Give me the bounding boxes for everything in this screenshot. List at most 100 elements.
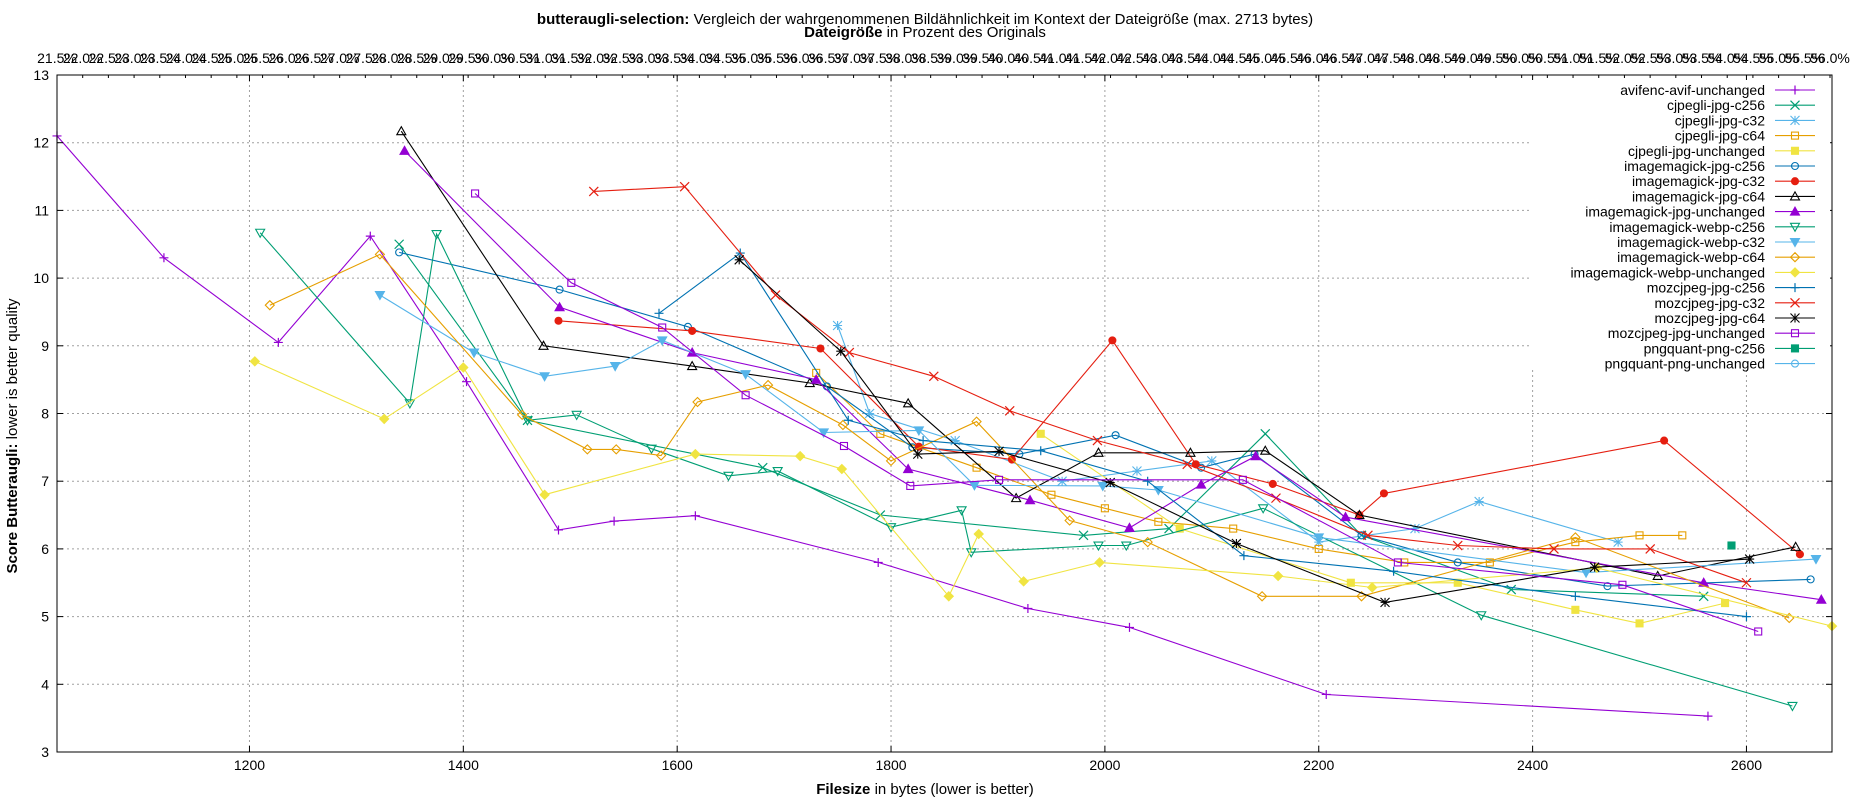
y-tick-label: 5 (41, 609, 49, 625)
legend-item: cjpegli-jpg-c64 (1675, 128, 1815, 144)
data-point (1097, 481, 1109, 492)
series-imagemagick-jpg-c256 (395, 248, 1815, 591)
data-point (462, 377, 472, 387)
data-point (1363, 530, 1373, 541)
data-point (1570, 532, 1581, 543)
series-line (558, 320, 1801, 555)
data-point (1815, 594, 1827, 604)
data-point (395, 125, 407, 136)
data-point (1795, 550, 1804, 559)
data-point (539, 372, 551, 382)
data-point (264, 299, 276, 311)
x2-tick-label: 49.5% (1476, 50, 1516, 66)
series-cjpegli-jpg-unchanged (1036, 429, 1730, 628)
x-axis-title: Filesize in bytes (lower is better) (0, 781, 1850, 798)
series-line (593, 186, 1747, 584)
legend-marker (1790, 161, 1800, 171)
x-tick-label: 2200 (1303, 757, 1334, 773)
data-point (1321, 689, 1331, 699)
data-point (913, 426, 925, 437)
x2-tick-label: 50.0% (1502, 50, 1542, 66)
data-point (538, 340, 549, 350)
data-point (972, 463, 981, 472)
data-point (943, 591, 955, 602)
x2-axis-title-rest: in Prozent des Originals (882, 24, 1046, 41)
x2-tick-label: 46.0% (1296, 50, 1336, 66)
data-point (399, 145, 410, 155)
data-point (1143, 476, 1153, 486)
data-point (918, 436, 928, 446)
data-point (567, 278, 576, 287)
data-point (159, 253, 169, 263)
data-point (902, 397, 914, 408)
x2-tick-label: 22.0% (63, 50, 103, 66)
x2-tick-label: 31.5% (551, 50, 591, 66)
series-imagemagick-webp-c32 (374, 290, 1822, 579)
data-point (843, 415, 853, 425)
series-mozcjpeg-jpg-c32 (588, 181, 1752, 588)
data-point (254, 228, 266, 239)
legend-label: cjpegli-jpg-unchanged (1628, 143, 1765, 159)
data-point (1453, 558, 1462, 567)
series-mozcjpeg-jpg-unchanged (471, 189, 1763, 636)
data-point (609, 516, 619, 526)
data-point (609, 362, 621, 372)
series-line (837, 325, 1619, 543)
x2-tick-label: 29.5% (448, 50, 488, 66)
data-point (1474, 496, 1485, 507)
data-point (431, 230, 443, 240)
y-tick-label: 11 (34, 202, 49, 218)
data-point (658, 323, 667, 332)
data-point (554, 301, 566, 312)
data-point (757, 462, 768, 473)
legend-label: imagemagick-webp-c32 (1617, 234, 1765, 250)
legend-item: imagemagick-jpg-c64 (1632, 188, 1815, 204)
data-point (1571, 605, 1580, 614)
legend-item: imagemagick-webp-unchanged (1570, 264, 1815, 280)
data-point (655, 450, 667, 461)
legend-label: imagemagick-jpg-unchanged (1585, 204, 1765, 220)
data-point (1093, 447, 1104, 457)
data-point (1635, 531, 1644, 540)
data-point (1452, 540, 1463, 551)
data-point (723, 471, 734, 482)
series-layer (52, 125, 1838, 721)
x-axis-title-rest: in bytes (lower is better) (870, 781, 1034, 798)
data-point (864, 408, 875, 419)
data-point (1120, 541, 1132, 552)
data-point (1047, 490, 1056, 499)
data-point (646, 444, 657, 455)
data-point (1810, 555, 1822, 565)
legend-marker (1790, 115, 1800, 126)
data-point (1024, 494, 1036, 505)
legend-marker (1790, 146, 1800, 155)
data-point (374, 249, 386, 260)
data-point (1741, 577, 1752, 588)
x2-tick-label: 48.5% (1425, 50, 1465, 66)
data-point (1741, 612, 1751, 622)
data-point (249, 356, 261, 367)
x2-tick-label: 30.0% (474, 50, 514, 66)
legend-label: cjpegli-jpg-c64 (1675, 128, 1765, 144)
data-point (1613, 537, 1624, 548)
data-point (690, 448, 701, 460)
legend-background (1530, 80, 1830, 370)
data-point (1182, 459, 1193, 470)
x-tick-label: 1600 (662, 757, 693, 773)
data-point (1105, 477, 1116, 488)
series-imagemagick-webp-c256 (254, 228, 1798, 712)
data-point (374, 290, 386, 301)
data-point (522, 416, 533, 426)
x2-tick-label: 39.5% (962, 50, 1002, 66)
data-point (1790, 541, 1802, 551)
x2-tick-label: 44.0% (1193, 50, 1233, 66)
data-point (1231, 538, 1242, 549)
data-point (1100, 504, 1109, 513)
x-tick-label: 2600 (1731, 757, 1762, 773)
series-imagemagick-webp-c64 (264, 249, 1795, 624)
data-point (816, 344, 825, 353)
x2-tick-label: 54.5% (1733, 50, 1773, 66)
data-point (950, 435, 961, 446)
data-point (994, 446, 1004, 457)
x2-tick-label: 25.5% (243, 50, 283, 66)
